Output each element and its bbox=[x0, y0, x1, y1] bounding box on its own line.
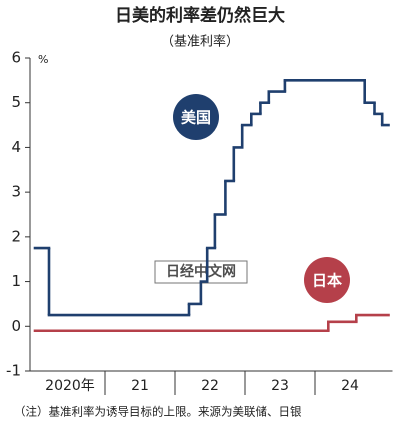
y-tick-label: 4 bbox=[11, 138, 21, 156]
x-tick-label: 2020年 bbox=[45, 378, 95, 394]
footnote: （注）基准利率为诱导目标的上限。来源为美联储、日银 bbox=[14, 405, 302, 419]
x-tick-label: 23 bbox=[271, 378, 289, 394]
y-tick-label: 1 bbox=[11, 272, 21, 290]
series-badge bbox=[173, 94, 219, 140]
watermark-group: 日经中文网 bbox=[154, 260, 248, 284]
y-tick-label: 3 bbox=[11, 183, 21, 201]
y-tick-label: 2 bbox=[11, 227, 21, 245]
x-tick-label: 21 bbox=[131, 378, 149, 394]
chart-subtitle: （基准利率） bbox=[161, 34, 239, 50]
y-unit: % bbox=[38, 53, 48, 66]
x-tick-label: 22 bbox=[201, 378, 219, 394]
series-label: 日本 bbox=[312, 272, 342, 290]
y-tick-label: 6 bbox=[11, 49, 21, 67]
series-badge bbox=[304, 257, 350, 303]
x-tick-label: 24 bbox=[341, 378, 359, 394]
y-tick-label: -1 bbox=[6, 362, 21, 380]
series-label: 美国 bbox=[181, 109, 211, 127]
chart-title: 日美的利率差仍然巨大 bbox=[115, 5, 285, 26]
y-tick-label: 0 bbox=[11, 317, 21, 335]
y-tick-label: 5 bbox=[11, 93, 21, 111]
watermark: 日经中文网 bbox=[166, 263, 236, 280]
